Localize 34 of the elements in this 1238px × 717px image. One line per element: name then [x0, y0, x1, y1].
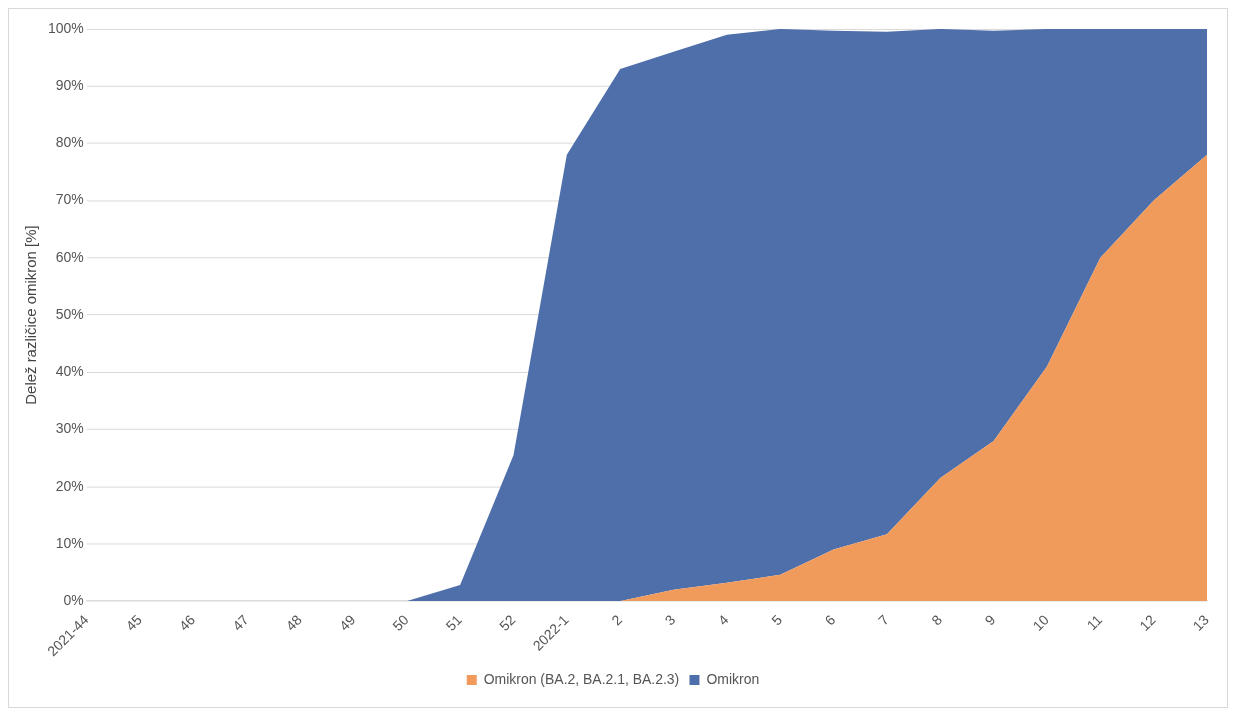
x-tick-label: 48 [282, 611, 306, 634]
x-tick-label: 6 [821, 611, 839, 629]
y-tick-label: 100% [47, 19, 84, 36]
x-tick-label: 13 [1189, 611, 1213, 634]
y-tick-label: 60% [55, 248, 84, 265]
x-tick-label: 3 [661, 611, 679, 629]
x-tick-label: 50 [389, 611, 412, 634]
x-tick-label: 47 [229, 611, 252, 634]
x-tick-label: 12 [1136, 611, 1159, 634]
x-tick-label: 11 [1083, 611, 1106, 634]
y-tick-label: 0% [63, 591, 84, 608]
y-tick-label: 20% [55, 477, 84, 494]
x-tick-label: 10 [1029, 611, 1052, 634]
y-tick-label: 50% [55, 305, 84, 322]
y-tick-label: 70% [55, 191, 84, 208]
x-tick-label: 8 [928, 611, 946, 629]
x-tick-label: 52 [496, 611, 519, 634]
x-tick-label: 51 [442, 611, 466, 634]
x-tick-label: 46 [175, 611, 199, 634]
legend-label: Omikron (BA.2, BA.2.1, BA.2.3) [483, 670, 680, 687]
x-tick-label: 4 [714, 611, 732, 629]
y-tick-label: 40% [55, 363, 84, 380]
y-tick-label: 30% [55, 420, 84, 437]
y-axis-title: Delež različice omikron [%] [22, 225, 40, 405]
x-tick-label: 49 [335, 611, 359, 634]
x-tick-label: 45 [122, 611, 146, 634]
x-tick-label: 2 [608, 611, 626, 629]
y-tick-label: 90% [55, 77, 84, 93]
x-tick-label: 9 [981, 611, 999, 629]
legend-label: Omikron [706, 670, 760, 687]
y-tick-label: 10% [55, 534, 84, 551]
y-tick-label: 80% [55, 134, 84, 151]
x-tick-label: 5 [768, 611, 786, 629]
x-tick-label: 7 [874, 611, 892, 629]
